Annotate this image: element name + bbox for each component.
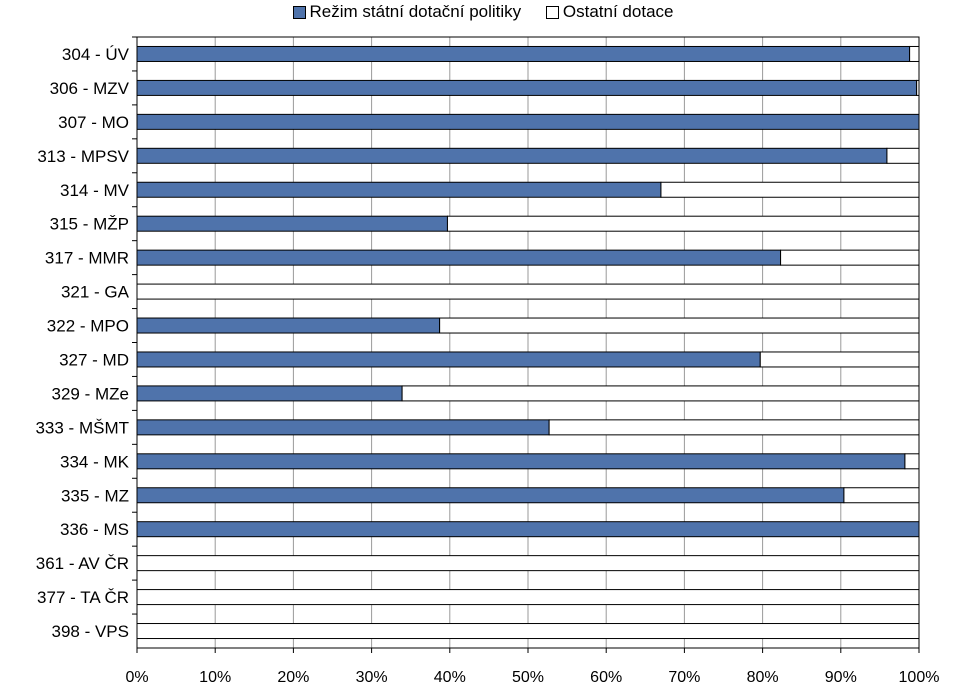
category-label-0: 304 - ÚV bbox=[62, 45, 130, 64]
category-label-7: 321 - GA bbox=[61, 283, 130, 302]
legend-label-series-1: Režim státní dotační politiky bbox=[309, 2, 522, 21]
bar-series-2-16 bbox=[136, 589, 920, 606]
x-tick-labels: 0% 10% 20% 30% 40% 50% 60% 70% 80% 90% 100% bbox=[125, 648, 939, 685]
legend: Režim státní dotační politiky Ostatní do… bbox=[0, 2, 966, 24]
bars bbox=[136, 45, 920, 640]
bar-series-1-11 bbox=[136, 419, 550, 436]
x-tick-label-1: 10% bbox=[199, 669, 231, 685]
category-label-12: 334 - MK bbox=[60, 452, 130, 471]
bar-series-2-5 bbox=[446, 215, 920, 232]
category-label-5: 315 - MŽP bbox=[50, 215, 129, 234]
category-label-8: 322 - MPO bbox=[47, 317, 129, 336]
x-tick-label-8: 80% bbox=[747, 669, 779, 685]
category-labels: 304 - ÚV 306 - MZV 307 - MO 313 - MPSV 314 -… bbox=[35, 36, 137, 641]
bar-series-2-17 bbox=[136, 623, 920, 640]
bar-series-2-8 bbox=[439, 317, 920, 334]
category-label-4: 314 - MV bbox=[60, 181, 130, 200]
bar-series-2-15 bbox=[136, 555, 920, 572]
bar-series-1-2 bbox=[136, 113, 920, 130]
legend-item-series-2: Ostatní dotace bbox=[545, 2, 674, 22]
category-label-10: 329 - MZe bbox=[52, 384, 129, 403]
category-label-9: 327 - MD bbox=[59, 350, 129, 369]
bar-series-1-6 bbox=[136, 249, 782, 266]
x-tick-label-3: 30% bbox=[356, 669, 388, 685]
bar-series-2-0 bbox=[909, 45, 920, 62]
bar-series-2-7 bbox=[136, 283, 920, 300]
bar-series-2-12 bbox=[904, 453, 920, 470]
bar-series-1-9 bbox=[136, 351, 761, 368]
x-tick-label-4: 40% bbox=[434, 669, 466, 685]
bar-series-1-1 bbox=[136, 79, 918, 96]
bar-series-1-13 bbox=[136, 487, 845, 504]
bar-series-2-3 bbox=[886, 147, 920, 164]
x-tick-label-6: 60% bbox=[590, 669, 622, 685]
category-label-16: 377 - TA ČR bbox=[37, 588, 129, 607]
category-label-11: 333 - MŠMT bbox=[35, 418, 129, 437]
legend-item-series-1: Režim státní dotační politiky bbox=[292, 2, 522, 22]
category-label-15: 361 - AV ČR bbox=[36, 554, 129, 573]
legend-label-series-2: Ostatní dotace bbox=[562, 2, 674, 21]
x-tick-label-7: 70% bbox=[668, 669, 700, 685]
bar-series-1-10 bbox=[136, 385, 403, 402]
category-label-1: 306 - MZV bbox=[50, 79, 130, 98]
x-tick-label-9: 90% bbox=[825, 669, 857, 685]
bar-series-1-5 bbox=[136, 215, 448, 232]
category-label-14: 336 - MS bbox=[60, 520, 129, 539]
bar-series-1-12 bbox=[136, 453, 906, 470]
bar-series-2-11 bbox=[548, 419, 920, 436]
category-label-6: 317 - MMR bbox=[45, 249, 129, 268]
x-tick-label-10: 100% bbox=[899, 669, 940, 685]
bar-series-1-4 bbox=[136, 181, 662, 198]
bar-series-2-9 bbox=[759, 351, 920, 368]
category-label-2: 307 - MO bbox=[58, 113, 129, 132]
x-tick-label-2: 20% bbox=[277, 669, 309, 685]
legend-swatch-series-2 bbox=[545, 5, 559, 19]
category-label-17: 398 - VPS bbox=[52, 622, 130, 641]
category-label-13: 335 - MZ bbox=[61, 486, 129, 505]
bar-series-1-8 bbox=[136, 317, 441, 334]
bar-series-2-13 bbox=[843, 487, 920, 504]
x-tick-label-5: 50% bbox=[512, 669, 544, 685]
category-label-3: 313 - MPSV bbox=[37, 147, 129, 166]
bar-series-2-6 bbox=[780, 249, 920, 266]
bar-series-2-4 bbox=[660, 181, 920, 198]
bar-series-1-14 bbox=[136, 521, 920, 538]
legend-swatch-series-1 bbox=[292, 5, 306, 19]
bar-series-1-0 bbox=[136, 45, 911, 62]
bar-series-1-3 bbox=[136, 147, 888, 164]
x-tick-label-0: 0% bbox=[125, 669, 148, 685]
plot-frame bbox=[136, 36, 920, 649]
bar-series-2-10 bbox=[401, 385, 920, 402]
